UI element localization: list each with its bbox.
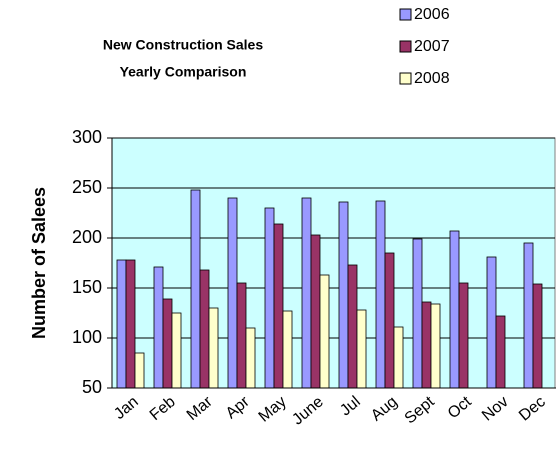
bar (208, 307, 219, 389)
y-tick-label: 200 (72, 227, 102, 247)
x-tick-label: Dec (516, 393, 549, 424)
bar (199, 269, 210, 389)
bar (171, 312, 182, 389)
bar (162, 298, 173, 389)
legend-swatch (399, 72, 412, 85)
y-tick-label: 50 (82, 377, 102, 397)
y-tick-label: 150 (72, 277, 102, 297)
legend-label: 2007 (414, 38, 450, 55)
bar (532, 283, 543, 389)
bar (153, 266, 164, 389)
x-tick-label: Apr (223, 393, 254, 422)
chart-title: New Construction Sales (103, 37, 263, 53)
y-axis-label: Number of Salees (29, 187, 49, 339)
x-tick-label: Jul (337, 393, 364, 419)
bar (412, 238, 423, 389)
bar (282, 310, 293, 389)
bar (486, 256, 497, 389)
bar (430, 303, 441, 389)
bar (236, 282, 247, 389)
x-tick-label: Feb (147, 393, 179, 424)
legend-label: 2006 (414, 6, 450, 23)
x-tick-label: Sept (402, 393, 439, 428)
bar (310, 234, 321, 389)
bar (523, 242, 534, 389)
bar (449, 230, 460, 389)
bar (421, 301, 432, 389)
bar (125, 259, 136, 389)
chart-subtitle: Yearly Comparison (120, 64, 247, 80)
bar (356, 309, 367, 389)
y-tick-label: 100 (72, 327, 102, 347)
bar (384, 252, 395, 389)
y-tick-label: 250 (72, 177, 102, 197)
bar (458, 282, 469, 389)
x-tick-label: Aug (368, 393, 401, 424)
legend-swatch (399, 8, 412, 21)
bar (347, 264, 358, 389)
x-tick-label: June (289, 393, 327, 428)
bar (227, 197, 238, 389)
bar (245, 327, 256, 389)
y-tick-label: 300 (72, 127, 102, 147)
x-tick-label: May (256, 393, 290, 425)
x-tick-label: Jan (111, 393, 142, 423)
bar (273, 223, 284, 389)
x-tick-label: Nov (479, 393, 512, 424)
bar (375, 200, 386, 389)
bar (393, 326, 404, 389)
bar (495, 315, 506, 389)
plot-area (111, 137, 556, 389)
bar (264, 207, 275, 389)
bar (319, 274, 330, 389)
bar (301, 197, 312, 389)
legend-swatch (399, 40, 412, 53)
bar (190, 189, 201, 389)
bar (134, 352, 145, 389)
x-tick-label: Oct (445, 393, 475, 422)
bar (338, 201, 349, 389)
x-tick-label: Mar (184, 393, 217, 424)
legend-label: 2008 (414, 70, 450, 87)
bar (116, 259, 127, 389)
